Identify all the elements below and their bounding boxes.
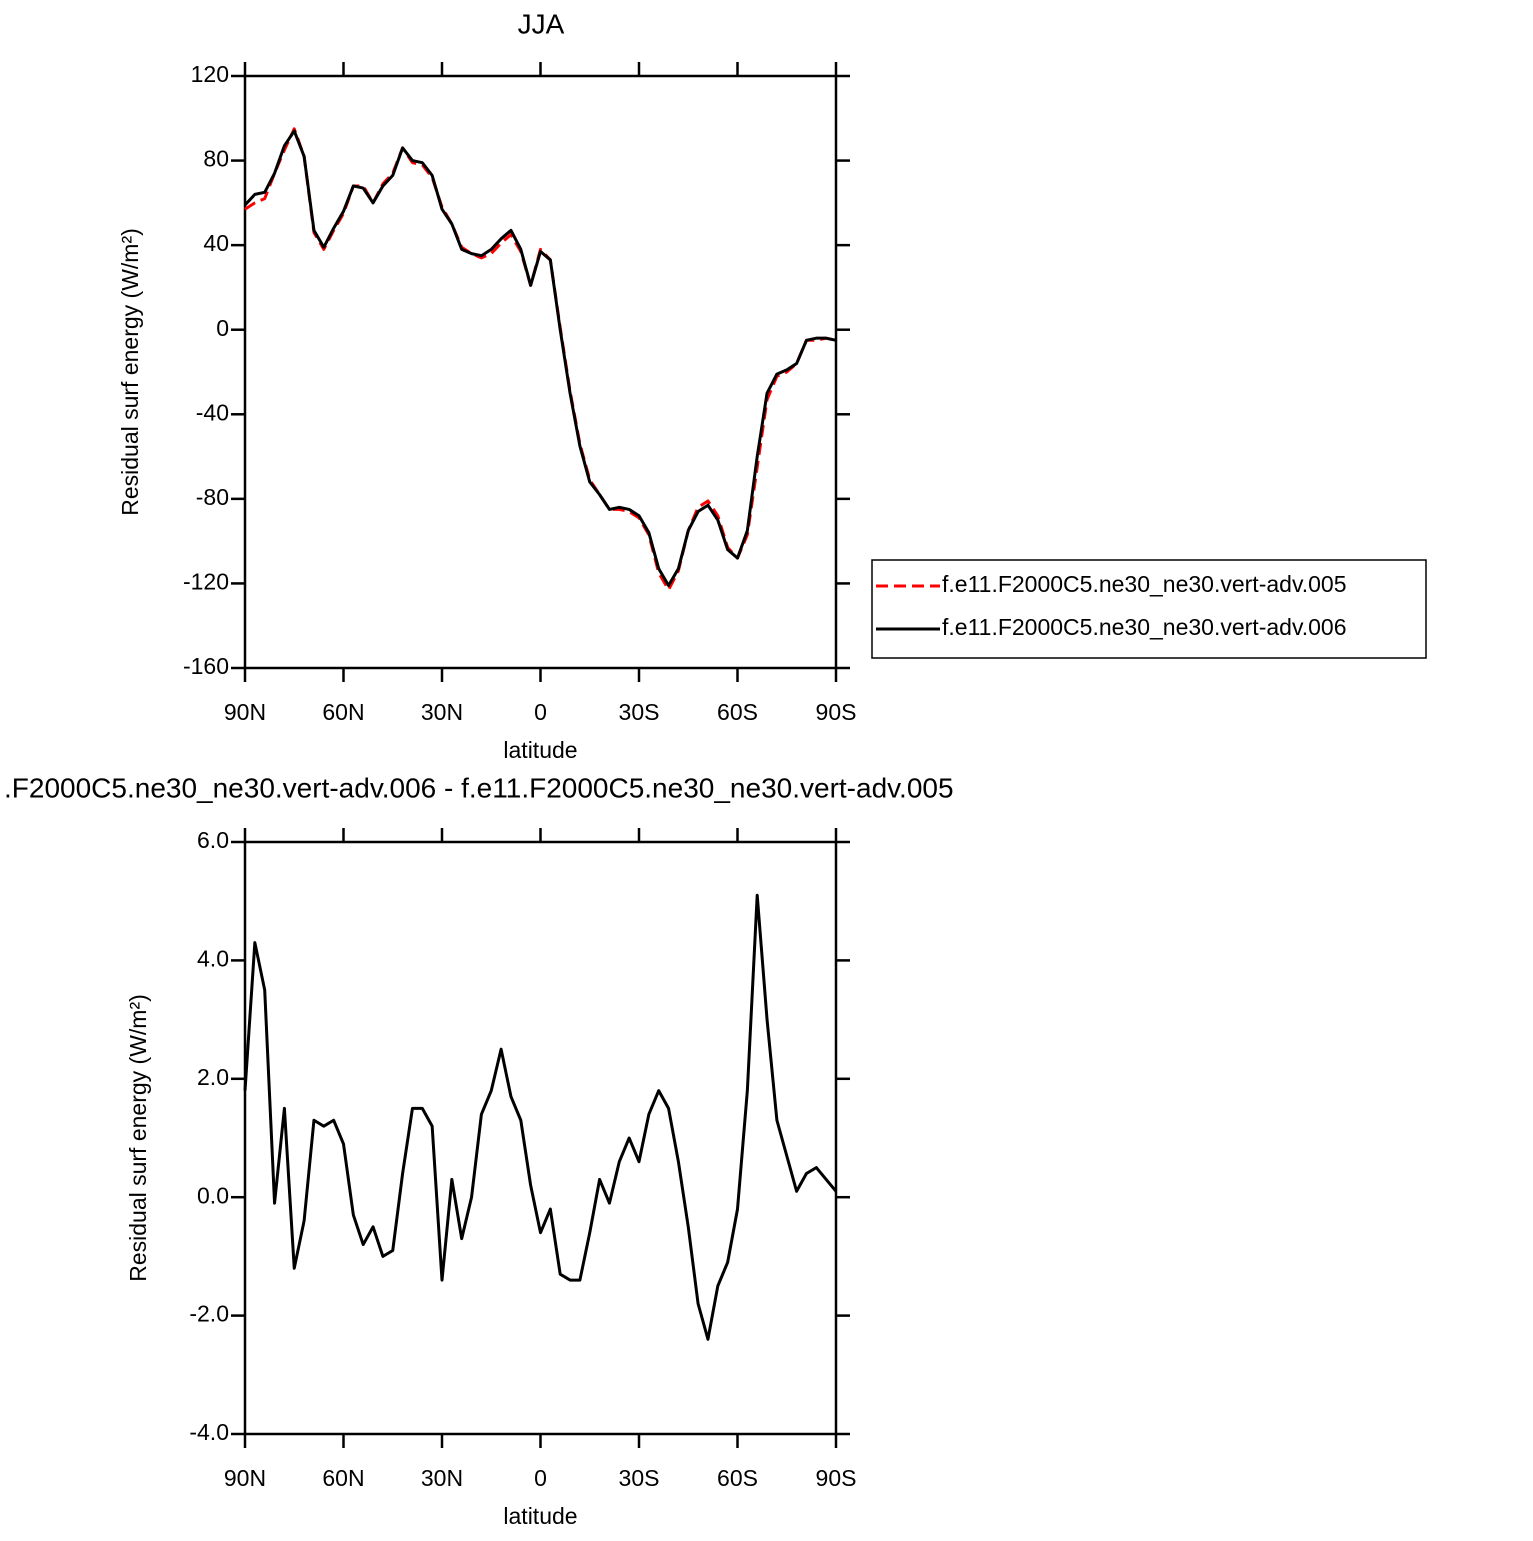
x-tick-label: 30S xyxy=(619,1465,660,1491)
legend-label: f.e11.F2000C5.ne30_ne30.vert-adv.006 xyxy=(942,614,1347,640)
y-tick-label: -40 xyxy=(196,399,229,425)
y-tick-label: 40 xyxy=(203,230,229,256)
y-tick-label: 0.0 xyxy=(197,1182,229,1208)
y-axis-label: Residual surf energy (W/m²) xyxy=(125,994,151,1282)
y-tick-label: -2.0 xyxy=(189,1301,229,1327)
y-tick-label: 0 xyxy=(216,315,229,341)
y-tick-label: -4.0 xyxy=(189,1419,229,1445)
chart-title: .F2000C5.ne30_ne30.vert-adv.006 - f.e11.… xyxy=(4,772,954,803)
x-tick-label: 0 xyxy=(534,1465,547,1491)
y-tick-label: 4.0 xyxy=(197,945,229,971)
x-tick-label: 0 xyxy=(534,699,547,725)
x-tick-label: 90S xyxy=(816,699,857,725)
y-tick-label: -160 xyxy=(183,653,229,679)
x-tick-label: 60N xyxy=(322,699,364,725)
y-tick-label: 80 xyxy=(203,146,229,172)
plot-frame xyxy=(243,74,838,670)
chart-title: JJA xyxy=(518,8,565,39)
x-tick-label: 90N xyxy=(224,1465,266,1491)
x-axis-label: latitude xyxy=(503,737,577,763)
data-line xyxy=(243,893,838,1341)
y-tick-label: -120 xyxy=(183,569,229,595)
y-tick-label: 2.0 xyxy=(197,1064,229,1090)
legend-box xyxy=(871,559,1427,659)
x-tick-label: 60S xyxy=(717,1465,758,1491)
x-tick-label: 90S xyxy=(816,1465,857,1491)
x-tick-label: 30S xyxy=(619,699,660,725)
legend-label: f.e11.F2000C5.ne30_ne30.vert-adv.005 xyxy=(942,571,1347,597)
y-axis-label: Residual surf energy (W/m²) xyxy=(117,228,143,516)
x-tick-label: 30N xyxy=(421,699,463,725)
x-tick-label: 60S xyxy=(717,699,758,725)
x-axis-label: latitude xyxy=(503,1503,577,1529)
y-tick-label: -80 xyxy=(196,484,229,510)
y-tick-label: 6.0 xyxy=(197,827,229,853)
x-tick-label: 60N xyxy=(322,1465,364,1491)
plot-frame xyxy=(243,840,838,1436)
x-tick-label: 30N xyxy=(421,1465,463,1491)
y-tick-label: 120 xyxy=(191,61,229,87)
data-line xyxy=(243,129,837,588)
x-tick-label: 90N xyxy=(224,699,266,725)
